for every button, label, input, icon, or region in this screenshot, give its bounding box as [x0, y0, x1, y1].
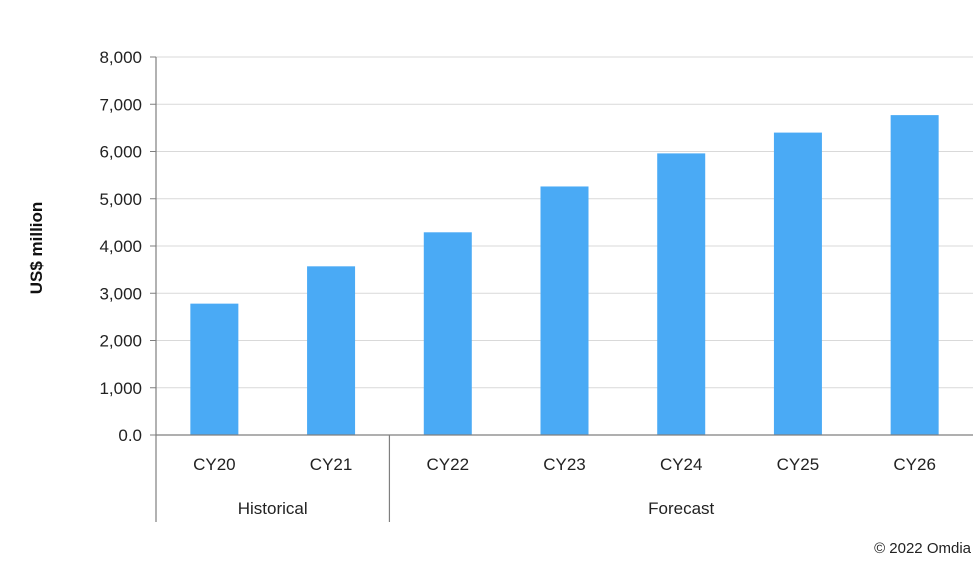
y-tick-label: 2,000 — [99, 332, 142, 351]
y-tick-label: 4,000 — [99, 237, 142, 256]
x-category-label: CY20 — [193, 455, 236, 474]
bar-cy26 — [890, 115, 939, 436]
bar-cy21 — [307, 266, 356, 435]
y-axis-label: US$ million — [27, 202, 46, 295]
axes — [155, 57, 973, 522]
x-category-label: CY24 — [660, 455, 703, 474]
x-category-label: CY22 — [427, 455, 470, 474]
bar-cy22 — [423, 232, 472, 435]
x-category-label: CY23 — [543, 455, 586, 474]
group-label-forecast: Forecast — [648, 499, 714, 518]
y-tick-label: 6,000 — [99, 143, 142, 162]
y-tick-label: 7,000 — [99, 95, 142, 114]
bar-cy24 — [657, 153, 706, 435]
x-axis-categories: CY20 CY21 CY22 CY23 CY24 CY25 CY26 — [193, 455, 936, 474]
x-category-label: CY26 — [893, 455, 936, 474]
y-axis-ticks: 0.0 1,000 2,000 3,000 4,000 5,000 6,000 7,000 8,… — [99, 48, 156, 445]
x-category-label: CY25 — [777, 455, 820, 474]
y-tick-label: 3,000 — [99, 284, 142, 303]
y-tick-label: 8,000 — [99, 48, 142, 67]
y-tick-label: 1,000 — [99, 379, 142, 398]
x-category-label: CY21 — [310, 455, 353, 474]
y-tick-label: 0.0 — [118, 426, 142, 445]
y-tick-label: 5,000 — [99, 190, 142, 209]
bar-cy25 — [773, 132, 822, 435]
copyright-notice: © 2022 Omdia — [874, 540, 971, 557]
bar-cy20 — [190, 303, 239, 435]
category-groups: Historical Forecast — [238, 435, 715, 522]
bars — [190, 115, 939, 436]
bar-cy23 — [540, 186, 589, 435]
group-label-historical: Historical — [238, 499, 308, 518]
